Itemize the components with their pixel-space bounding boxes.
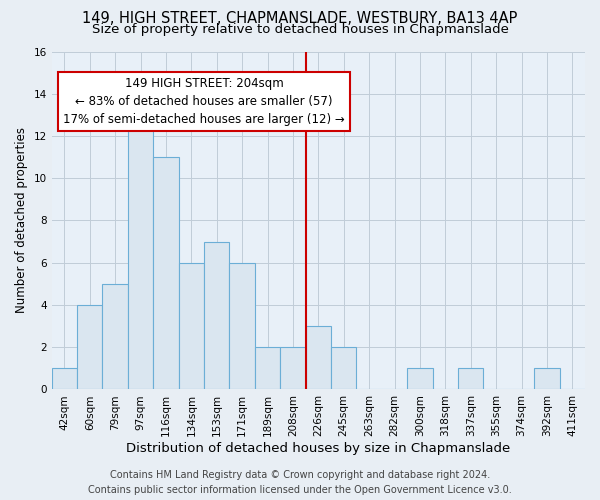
Bar	[128, 115, 153, 390]
Bar	[305, 326, 331, 390]
Bar	[153, 157, 179, 390]
Bar	[534, 368, 560, 390]
Text: Size of property relative to detached houses in Chapmanslade: Size of property relative to detached ho…	[92, 22, 508, 36]
Bar	[280, 347, 305, 390]
Bar	[179, 262, 204, 390]
X-axis label: Distribution of detached houses by size in Chapmanslade: Distribution of detached houses by size …	[126, 442, 511, 455]
Bar	[229, 262, 255, 390]
Bar	[52, 368, 77, 390]
Bar	[204, 242, 229, 390]
Text: 149, HIGH STREET, CHAPMANSLADE, WESTBURY, BA13 4AP: 149, HIGH STREET, CHAPMANSLADE, WESTBURY…	[82, 11, 518, 26]
Y-axis label: Number of detached properties: Number of detached properties	[15, 128, 28, 314]
Bar	[77, 305, 103, 390]
Bar	[331, 347, 356, 390]
Text: 149 HIGH STREET: 204sqm
← 83% of detached houses are smaller (57)
17% of semi-de: 149 HIGH STREET: 204sqm ← 83% of detache…	[63, 77, 345, 126]
Bar	[255, 347, 280, 390]
Bar	[103, 284, 128, 390]
Bar	[407, 368, 433, 390]
Bar	[458, 368, 484, 390]
Text: Contains HM Land Registry data © Crown copyright and database right 2024.
Contai: Contains HM Land Registry data © Crown c…	[88, 470, 512, 495]
